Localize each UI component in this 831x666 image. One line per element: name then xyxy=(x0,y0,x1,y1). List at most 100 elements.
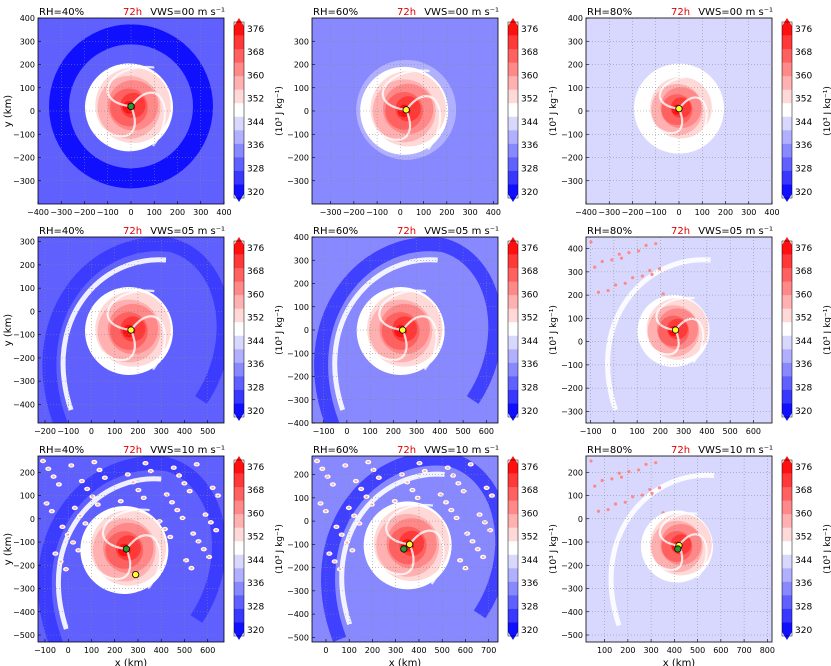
panel-time-label: 72h xyxy=(397,7,416,18)
y-tick-label: 300 xyxy=(20,238,35,247)
colorbar-tick-label: 376 xyxy=(795,244,812,254)
colorbar-segment xyxy=(234,541,244,556)
colorbar-segment xyxy=(508,456,518,474)
colorbar-segment xyxy=(782,103,792,118)
colorbar-tick-label: 368 xyxy=(521,486,538,496)
panel-1: −400 −300 −200 −100 0 100 200 300 40040030020010… xyxy=(3,7,285,217)
field-plot xyxy=(38,18,224,204)
colorbar-segment xyxy=(234,35,244,50)
colorbar: 376 368 360 352 344 336 328 320 (10³ J kg⁻¹) xyxy=(507,237,559,421)
colorbar-label: (10³ J kg⁻¹) xyxy=(275,305,285,355)
y-tick-label: −100 xyxy=(13,130,35,139)
colorbar-segment xyxy=(234,281,244,296)
colorbar-tick-label: 320 xyxy=(247,188,264,198)
panel-vws-label: VWS=00 m s⁻¹ xyxy=(150,7,225,18)
colorbar-tick-label: 336 xyxy=(247,360,264,370)
x-tick-label: 500 xyxy=(690,646,705,655)
colorbar-segment xyxy=(234,500,244,515)
panel-9: 100 200 300 400 500 600 700 800 200 100 0 −100 −200 −… xyxy=(561,445,831,666)
x-tick-label: 0 xyxy=(611,427,616,436)
y-tick-label: 400 xyxy=(568,14,583,23)
y-tick-label: 200 xyxy=(20,261,35,270)
y-tick-label: −200 xyxy=(13,154,35,163)
colorbar-segment xyxy=(782,308,792,323)
x-tick-label: 100 xyxy=(342,646,357,655)
panel-rh-label: RH=40% xyxy=(39,445,84,456)
x-axis-label: x (km) xyxy=(115,658,148,666)
x-tick-label: −400 xyxy=(575,208,597,217)
x-tick-label: −200 xyxy=(622,208,644,217)
colorbar-segment xyxy=(234,349,244,364)
colorbar-segment xyxy=(782,170,792,185)
colorbar-tick-label: 376 xyxy=(247,25,264,35)
colorbar-segment xyxy=(234,581,244,596)
colorbar-segment xyxy=(508,268,518,283)
panel-4: −200 −100 0 100 200 300 400 5003002001000−100−2… xyxy=(3,226,285,436)
colorbar-tick-label: 376 xyxy=(795,25,812,35)
colorbar-tick-label: 320 xyxy=(247,407,264,417)
x-tick-label: 600 xyxy=(458,646,473,655)
colorbar-segment xyxy=(782,473,792,488)
colorbar-segment xyxy=(782,237,792,255)
colorbar-segment xyxy=(508,622,518,640)
colorbar-tick-label: 328 xyxy=(247,383,264,393)
center-marker xyxy=(127,326,135,334)
x-tick-label: 200 xyxy=(130,427,145,436)
x-tick-label: 200 xyxy=(386,427,401,436)
center-marker xyxy=(674,545,682,553)
colorbar-segment xyxy=(234,622,244,640)
colorbar-tick-label: 328 xyxy=(521,383,538,393)
x-tick-label: −300 xyxy=(50,208,72,217)
y-tick-label: 0 xyxy=(578,338,583,347)
center-marker xyxy=(402,106,410,114)
center-marker xyxy=(400,545,408,553)
panel-rh-label: RH=80% xyxy=(587,7,632,18)
y-tick-label: −100 xyxy=(561,130,583,139)
colorbar-tick-label: 376 xyxy=(247,244,264,254)
field-plot xyxy=(312,18,498,204)
panel-time-label: 72h xyxy=(671,445,690,456)
y-tick-label: −300 xyxy=(561,407,583,416)
x-tick-label: 300 xyxy=(193,208,208,217)
colorbar-tick-label: 360 xyxy=(521,290,538,300)
colorbar-tick-label: 352 xyxy=(521,95,538,105)
colorbar-label: (10³ J kg⁻¹) xyxy=(549,305,559,355)
x-tick-label: 200 xyxy=(365,646,380,655)
panel-3: −400 −300 −200 −100 0 100 200 300 40040030020010… xyxy=(561,7,831,217)
x-tick-label: 500 xyxy=(200,427,215,436)
x-tick-label: −100 xyxy=(97,208,119,217)
colorbar-tick-label: 328 xyxy=(795,602,812,612)
colorbar: 376 368 360 352 344 336 328 320 (10³ J kg⁻¹) xyxy=(233,18,285,202)
colorbar-tick-label: 344 xyxy=(247,556,264,566)
colorbar-segment xyxy=(234,254,244,269)
colorbar-segment xyxy=(508,116,518,131)
colorbar-segment xyxy=(234,170,244,185)
x-tick-label: 600 xyxy=(200,646,215,655)
colorbar-segment xyxy=(234,157,244,172)
colorbar-tick-label: 344 xyxy=(247,337,264,347)
colorbar-segment xyxy=(508,403,518,421)
panel-rh-label: RH=60% xyxy=(313,226,358,237)
x-tick-label: 400 xyxy=(154,646,169,655)
x-tick-label: −100 xyxy=(580,427,602,436)
x-tick-label: 400 xyxy=(764,208,779,217)
x-tick-label: 100 xyxy=(107,427,122,436)
colorbar-segment xyxy=(508,18,518,36)
colorbar-segment xyxy=(234,527,244,542)
colorbar-segment xyxy=(782,500,792,515)
colorbar-segment xyxy=(234,335,244,350)
center-marker xyxy=(122,545,130,553)
x-tick-label: 600 xyxy=(479,427,494,436)
colorbar-tick-label: 336 xyxy=(795,360,812,370)
colorbar: 376 368 360 352 344 336 328 320 (10³ J kg⁻¹) xyxy=(507,456,559,640)
y-tick-label: 200 xyxy=(294,280,309,289)
x-tick-label: −100 xyxy=(313,427,335,436)
colorbar-tick-label: 360 xyxy=(521,71,538,81)
y-tick-label: 200 xyxy=(568,61,583,70)
x-tick-label: 200 xyxy=(653,427,668,436)
x-tick-label: 500 xyxy=(435,646,450,655)
colorbar-segment xyxy=(508,362,518,377)
colorbar-segment xyxy=(508,170,518,185)
center-marker xyxy=(399,326,407,334)
y-tick-label: 200 xyxy=(20,468,35,477)
